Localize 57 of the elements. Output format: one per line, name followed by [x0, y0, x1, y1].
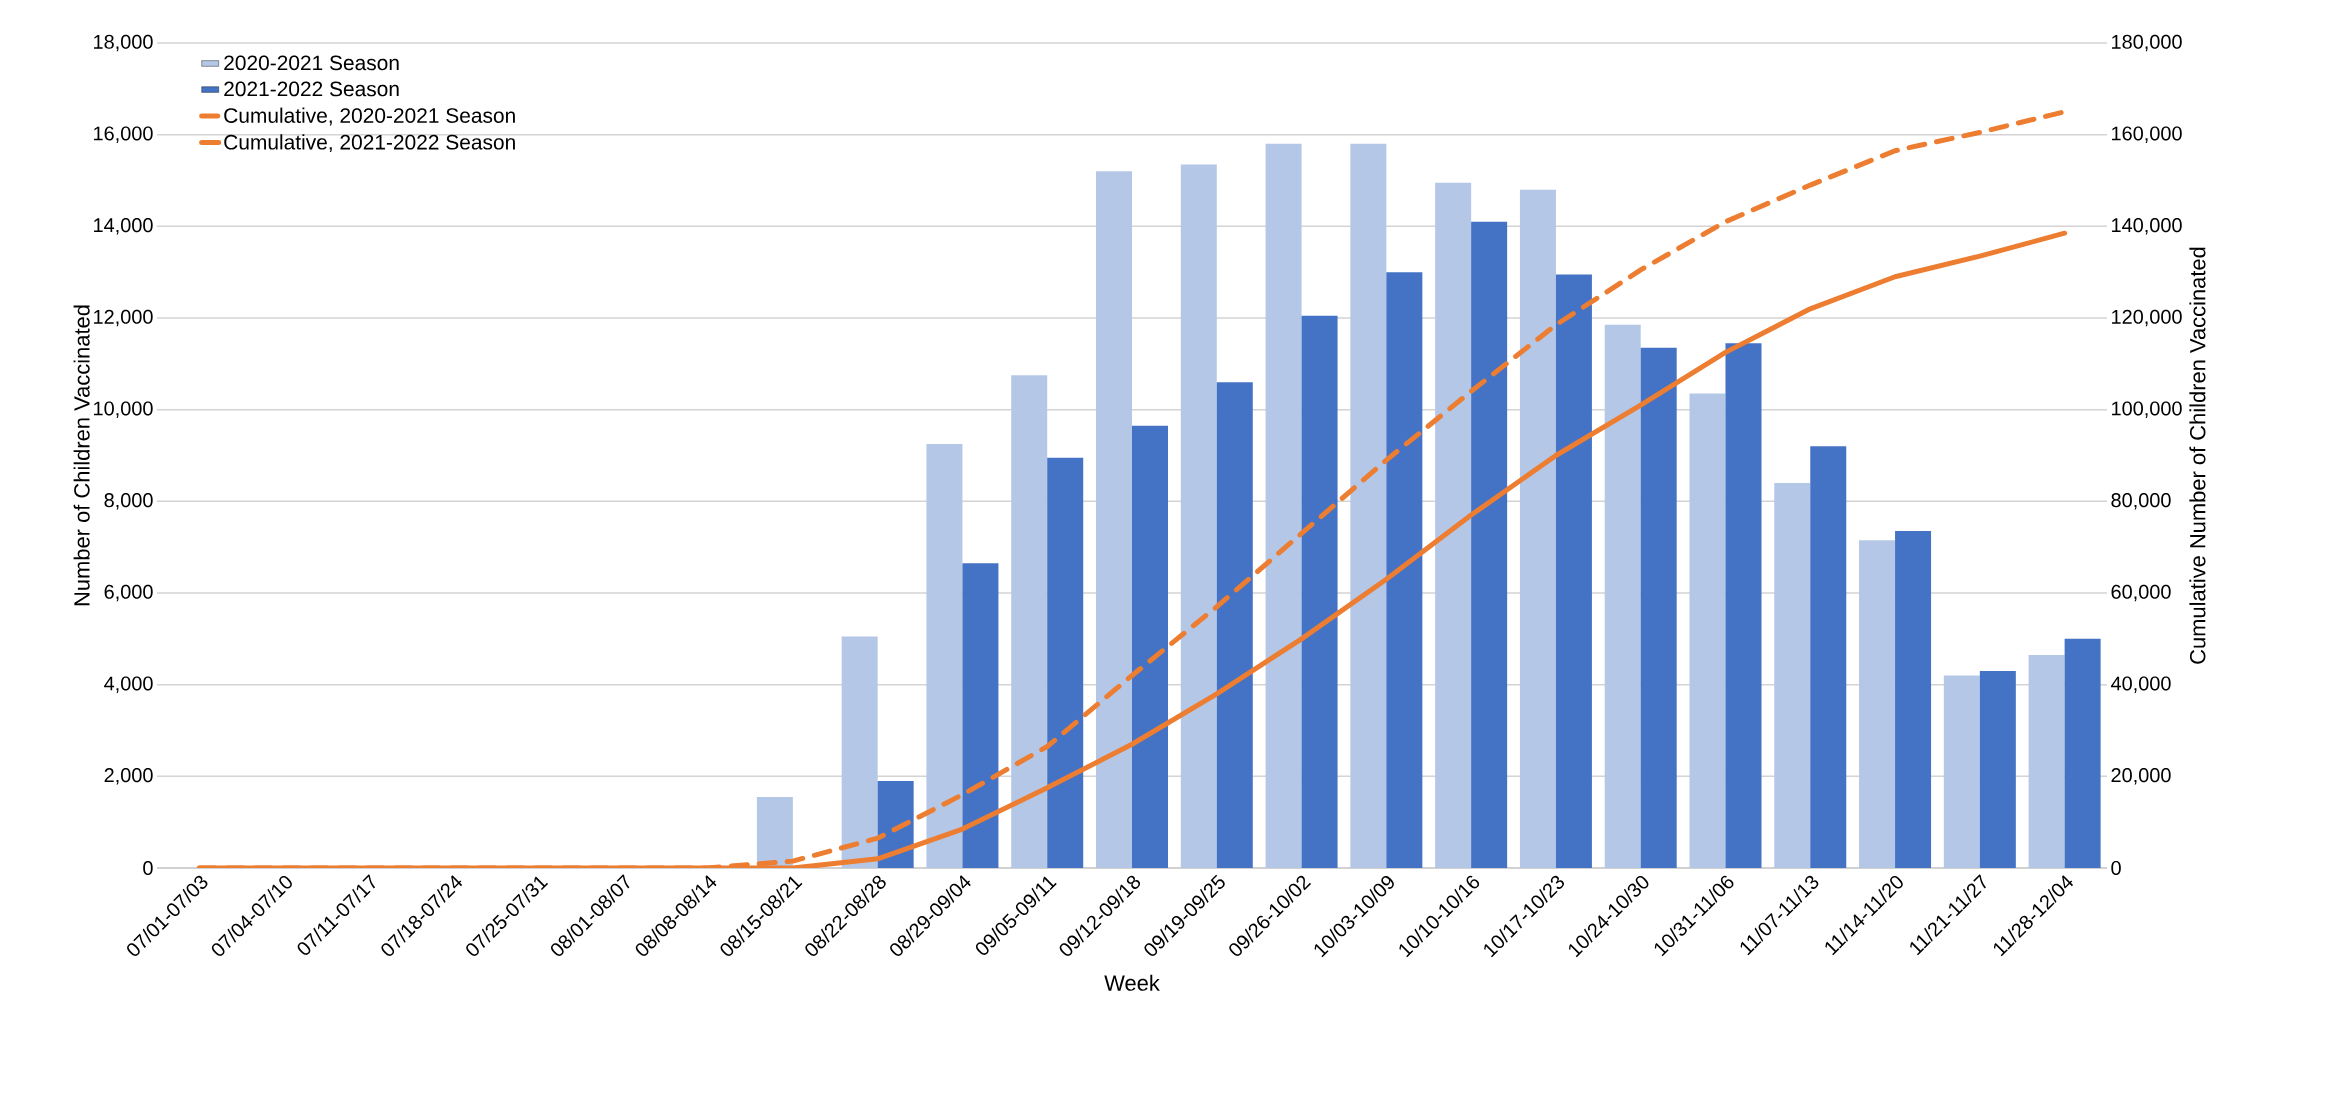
y-tick-label: 4,000 — [104, 676, 153, 693]
bar — [1386, 272, 1423, 868]
y-tick-label: 18,000 — [94, 34, 153, 52]
y2-tick-label: 120,000 — [2112, 309, 2182, 327]
bar — [2064, 638, 2101, 868]
legend-label: 2021-2022 Season — [224, 81, 399, 97]
bar — [1640, 347, 1677, 868]
y2-tick-label: 100,000 — [2112, 401, 2182, 418]
bar — [1725, 343, 1762, 868]
y-tick-label: 8,000 — [104, 493, 153, 510]
legend-label: 2020-2021 Season — [224, 55, 399, 71]
y2-tick-label: 40,000 — [2110, 676, 2171, 693]
y-tick-label: 16,000 — [94, 126, 153, 143]
bar — [1943, 675, 1980, 868]
bar — [1895, 531, 1932, 868]
y-tick-label: 12,000 — [94, 309, 153, 327]
y2-tick-label: 60,000 — [2111, 584, 2171, 602]
y-tick-label: 0 — [143, 860, 153, 876]
bar — [1350, 143, 1387, 868]
bar — [756, 796, 793, 868]
bar — [1096, 171, 1132, 868]
bar — [1132, 425, 1168, 868]
x-axis-title: Week — [1104, 974, 1160, 991]
bar — [1301, 315, 1338, 868]
y-tick-label: 10,000 — [94, 401, 153, 418]
bar — [1774, 483, 1811, 868]
bar — [1859, 540, 1896, 868]
bar — [1979, 670, 2016, 868]
bar — [1810, 446, 1847, 868]
y2-axis-title: Cumulative Number of Children Vaccinated — [2189, 247, 2206, 664]
bar — [1265, 143, 1302, 868]
bar — [2028, 654, 2065, 868]
bar — [1689, 393, 1726, 868]
y2-tick-label: 140,000 — [2112, 218, 2182, 235]
bar — [1471, 221, 1508, 868]
bar — [1180, 164, 1217, 868]
y-tick-label: 2,000 — [104, 768, 153, 785]
bar — [926, 444, 963, 868]
y-axis-title: Number of Children Vaccinated — [73, 305, 90, 606]
y2-tick-label: 160,000 — [2112, 126, 2182, 143]
bar — [841, 636, 878, 868]
bar — [1435, 182, 1472, 868]
y2-tick-label: 180,000 — [2112, 34, 2182, 52]
bar — [1519, 189, 1556, 868]
legend-label: Cumulative, 2020-2021 Season — [224, 107, 515, 126]
bar — [1555, 274, 1592, 868]
y2-tick-label: 80,000 — [2111, 493, 2171, 510]
bar — [1047, 457, 1084, 868]
y-tick-label: 6,000 — [104, 584, 153, 602]
bar — [1216, 382, 1253, 868]
y-tick-label: 14,000 — [94, 218, 153, 235]
bar — [962, 563, 999, 868]
legend-label: Cumulative, 2021-2022 Season — [224, 134, 515, 153]
y2-tick-label: 20,000 — [2111, 768, 2171, 785]
bar — [1604, 324, 1641, 868]
bar — [1011, 375, 1048, 868]
y2-tick-label: 0 — [2111, 860, 2121, 876]
